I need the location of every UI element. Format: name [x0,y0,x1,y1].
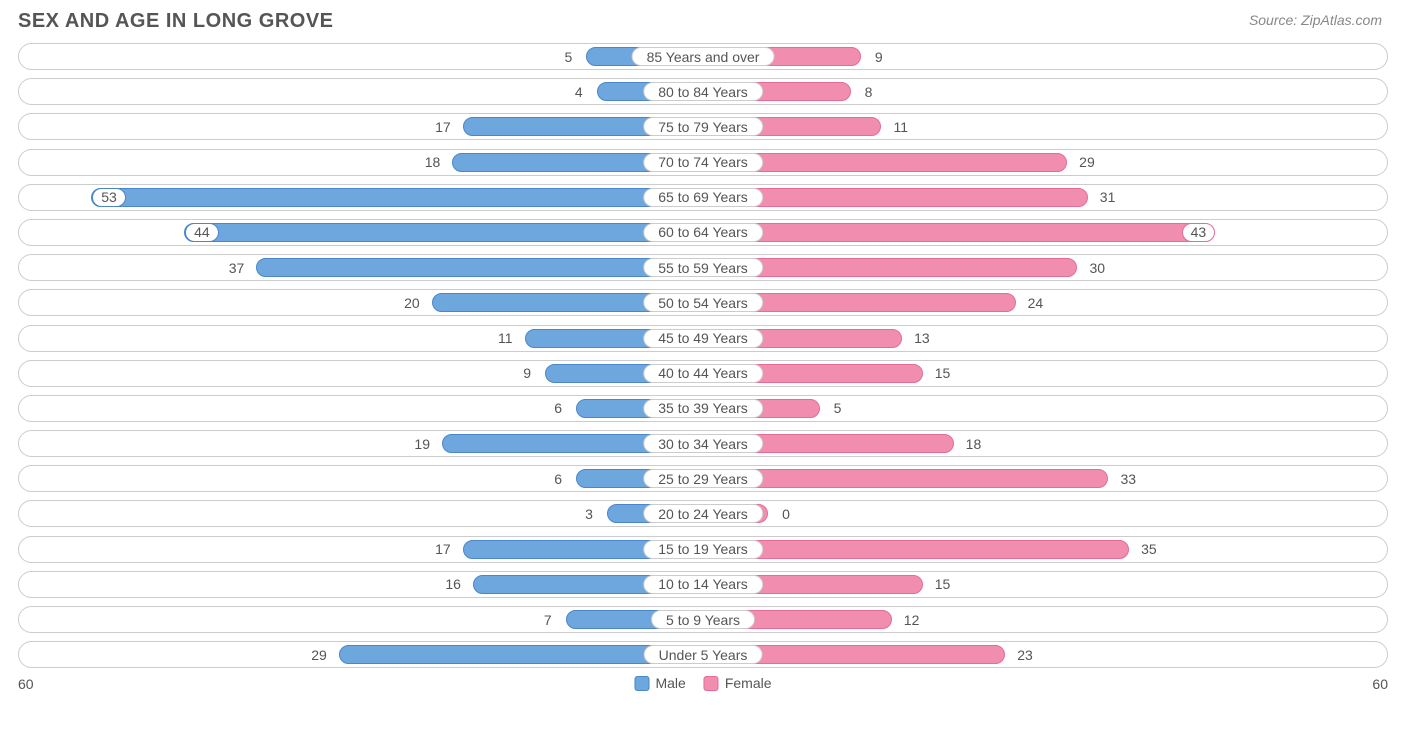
male-value: 17 [427,540,459,559]
male-value: 9 [513,364,541,383]
male-value: 18 [417,153,449,172]
female-value: 12 [896,610,928,629]
female-value: 23 [1009,645,1041,664]
axis-max-left: 60 [18,676,34,692]
male-value: 4 [565,82,593,101]
category-label: 85 Years and over [632,47,775,66]
chart-row: 11 13 45 to 49 Years [18,325,1388,352]
population-pyramid: 5 9 85 Years and over 4 8 80 to 84 Years 17 11 7… [18,43,1388,668]
male-swatch-icon [634,676,649,691]
female-value: 5 [824,399,852,418]
axis-row: 60 Male Female 60 [18,674,1388,696]
female-bar [703,540,1129,559]
category-label: 45 to 49 Years [643,329,763,348]
chart-source: Source: ZipAtlas.com [1249,12,1382,28]
male-value: 29 [303,645,335,664]
male-value: 6 [544,399,572,418]
chart-row: 6 5 35 to 39 Years [18,395,1388,422]
category-label: 15 to 19 Years [643,540,763,559]
category-label: 5 to 9 Years [651,610,755,629]
male-bar [256,258,703,277]
female-swatch-icon [704,676,719,691]
category-label: 20 to 24 Years [643,504,763,523]
male-value: 11 [490,329,521,348]
female-value: 15 [927,575,959,594]
male-bar [184,223,703,242]
chart-row: 37 30 55 to 59 Years [18,254,1388,281]
female-value: 15 [927,364,959,383]
male-value: 20 [396,293,428,312]
male-value: 44 [185,223,219,242]
axis-max-right: 60 [1372,676,1388,692]
female-value: 8 [855,82,883,101]
male-value: 16 [437,575,469,594]
chart-row: 53 31 65 to 69 Years [18,184,1388,211]
female-value: 24 [1020,293,1052,312]
female-value: 43 [1182,223,1216,242]
chart-row: 20 24 50 to 54 Years [18,289,1388,316]
male-value: 6 [544,469,572,488]
chart-legend: Male Female [634,675,771,691]
chart-row: 6 33 25 to 29 Years [18,465,1388,492]
male-value: 5 [554,47,582,66]
female-bar [703,223,1212,242]
category-label: 80 to 84 Years [643,82,763,101]
male-value: 7 [534,610,562,629]
category-label: 55 to 59 Years [643,258,763,277]
chart-title: SEX AND AGE IN LONG GROVE [18,10,1388,33]
category-label: 65 to 69 Years [643,188,763,207]
category-label: 75 to 79 Years [643,117,763,136]
chart-row: 9 15 40 to 44 Years [18,360,1388,387]
category-label: 25 to 29 Years [643,469,763,488]
female-value: 0 [772,504,800,523]
legend-male: Male [634,675,685,691]
chart-row: 5 9 85 Years and over [18,43,1388,70]
chart-container: SEX AND AGE IN LONG GROVE Source: ZipAtl… [0,0,1406,741]
female-value: 29 [1071,153,1103,172]
chart-row: 17 35 15 to 19 Years [18,536,1388,563]
female-value: 13 [906,329,938,348]
category-label: Under 5 Years [644,645,763,664]
legend-female: Female [704,675,772,691]
chart-row: 19 18 30 to 34 Years [18,430,1388,457]
female-value: 35 [1133,540,1165,559]
chart-row: 3 0 20 to 24 Years [18,500,1388,527]
male-value: 19 [406,434,438,453]
female-value: 9 [865,47,893,66]
male-value: 53 [92,188,126,207]
chart-row: 18 29 70 to 74 Years [18,149,1388,176]
male-value: 17 [427,117,459,136]
category-label: 30 to 34 Years [643,434,763,453]
chart-row: 7 12 5 to 9 Years [18,606,1388,633]
category-label: 40 to 44 Years [643,364,763,383]
legend-male-label: Male [655,675,685,691]
female-value: 30 [1081,258,1113,277]
category-label: 60 to 64 Years [643,223,763,242]
category-label: 35 to 39 Years [643,399,763,418]
category-label: 70 to 74 Years [643,153,763,172]
female-value: 31 [1092,188,1124,207]
chart-row: 16 15 10 to 14 Years [18,571,1388,598]
female-bar [703,469,1108,488]
female-value: 11 [885,117,916,136]
male-value: 3 [575,504,603,523]
chart-row: 4 8 80 to 84 Years [18,78,1388,105]
category-label: 50 to 54 Years [643,293,763,312]
female-value: 18 [958,434,990,453]
female-value: 33 [1112,469,1144,488]
legend-female-label: Female [725,675,772,691]
category-label: 10 to 14 Years [643,575,763,594]
chart-row: 17 11 75 to 79 Years [18,113,1388,140]
chart-row: 44 43 60 to 64 Years [18,219,1388,246]
male-value: 37 [221,258,253,277]
male-bar [91,188,703,207]
chart-row: 29 23 Under 5 Years [18,641,1388,668]
